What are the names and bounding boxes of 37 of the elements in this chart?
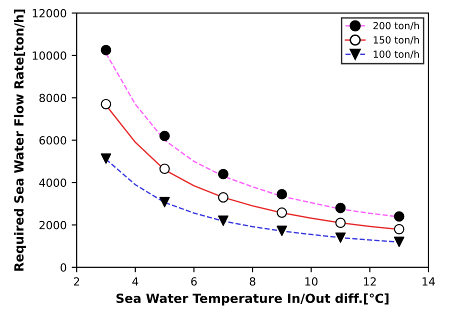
legend-label: 150 ton/h: [374, 36, 419, 44]
y-tick-label: 6000: [39, 136, 66, 145]
x-tick-label: 8: [250, 277, 256, 286]
x-tick-label: 12: [364, 277, 376, 286]
legend-label: 100 ton/h: [374, 50, 419, 59]
point: [218, 192, 228, 203]
point: [159, 130, 170, 142]
point: [335, 218, 346, 228]
point: [100, 44, 112, 56]
y-tick-label: 8000: [39, 94, 66, 102]
y-tick-label: 2000: [39, 220, 66, 230]
point: [335, 232, 346, 243]
point: [100, 98, 112, 110]
x-tick-label: 2: [74, 277, 80, 286]
x-tick-label: 14: [422, 277, 435, 286]
point: [276, 207, 288, 218]
x-tick-label: 4: [132, 277, 138, 286]
point: [335, 202, 346, 214]
point: [394, 224, 404, 234]
point: [159, 196, 170, 208]
point: [276, 189, 288, 200]
point: [218, 168, 228, 180]
y-tick-label: 0: [60, 263, 66, 272]
y-tick-label: 10000: [32, 51, 66, 60]
point: [276, 226, 288, 236]
point: [394, 211, 404, 222]
y-tick-label: 4000: [39, 178, 66, 187]
point: [394, 236, 404, 248]
point: [159, 164, 170, 174]
y-tick-label: 12000: [32, 9, 66, 18]
x-tick-label: 10: [305, 277, 318, 286]
point: [100, 153, 112, 164]
point: [218, 215, 228, 226]
y-axis-title: Required Sea Water Flow Rate[ton/h]: [14, 10, 26, 271]
x-tick-label: 6: [191, 277, 197, 286]
x-axis-title: Sea Water Temperature In/Out diff.[℃]: [116, 293, 388, 306]
legend-label: 200 ton/h: [373, 22, 419, 30]
